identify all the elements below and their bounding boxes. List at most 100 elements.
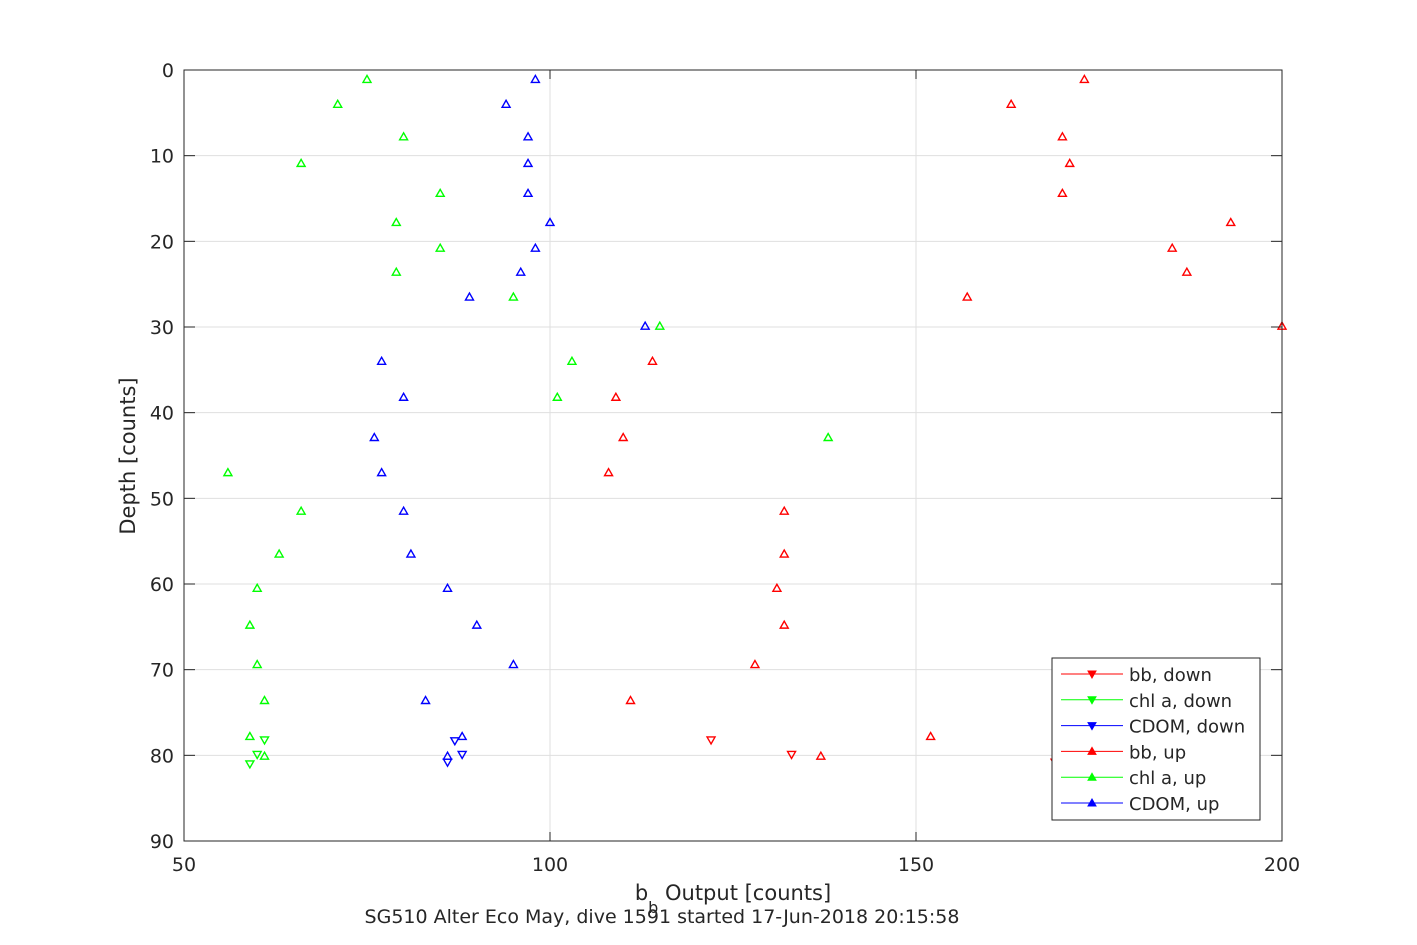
data-point	[603, 467, 614, 477]
data-point	[391, 266, 402, 276]
data-point	[420, 695, 431, 705]
data-point	[361, 74, 373, 84]
data-point	[500, 98, 512, 108]
data-point	[244, 619, 256, 629]
data-point	[1005, 98, 1017, 108]
data-point	[1057, 131, 1068, 141]
data-point	[434, 187, 446, 198]
data-point	[398, 505, 409, 515]
data-point	[442, 750, 453, 760]
data-point	[259, 736, 270, 746]
data-point	[251, 750, 263, 760]
data-point	[1166, 242, 1178, 252]
data-point	[749, 659, 761, 669]
data-point	[376, 355, 387, 365]
y-tick-label: 50	[150, 488, 174, 510]
y-tick-label: 20	[150, 231, 174, 253]
data-point	[295, 505, 307, 515]
data-point	[295, 157, 307, 168]
data-point	[471, 619, 483, 629]
data-point	[822, 432, 834, 442]
y-tick-label: 0	[162, 60, 174, 82]
data-point	[522, 187, 534, 198]
y-tick-label: 10	[150, 146, 174, 168]
x-axis-ticks: 50 100 150 200	[172, 70, 1300, 876]
data-point	[508, 659, 519, 669]
x-axis-label-subscript: b	[648, 898, 658, 917]
data-point	[244, 731, 256, 741]
data-point	[566, 355, 578, 365]
data-point	[449, 737, 461, 747]
data-point	[522, 131, 534, 141]
data-point	[610, 391, 622, 401]
x-tick-label: 150	[898, 854, 934, 876]
chart-title: SG510 Alter Eco May, dive 1591 started 1…	[365, 906, 960, 928]
legend-marker	[1087, 670, 1097, 680]
y-tick-label: 60	[150, 574, 174, 596]
data-point	[369, 432, 380, 442]
legend-marker	[1087, 746, 1097, 755]
data-point	[1064, 157, 1075, 168]
data-point	[391, 217, 402, 227]
data-point	[1057, 187, 1068, 198]
legend-entry: CDOM, down	[1129, 717, 1245, 738]
y-tick-label: 80	[150, 745, 174, 767]
data-point	[442, 582, 453, 592]
series-chl-a-up	[222, 74, 834, 760]
data-point	[705, 736, 717, 746]
data-point	[530, 242, 541, 252]
data-point	[625, 695, 636, 705]
data-point	[251, 582, 263, 592]
y-axis-ticks: 0 10 20 30 40 50 60 70 80 90	[150, 60, 1282, 853]
y-tick-label: 70	[150, 660, 174, 682]
data-point	[259, 695, 270, 705]
data-point	[376, 467, 387, 477]
legend: bb, down chl a, down CDOM, down bb, up chl a…	[1051, 657, 1261, 821]
grid-lines	[184, 70, 1282, 841]
axes-box	[183, 69, 1283, 842]
data-point	[779, 619, 790, 629]
data-point	[464, 291, 475, 301]
legend-marker	[1087, 772, 1097, 781]
data-point	[771, 582, 783, 592]
data-point	[244, 760, 256, 770]
x-tick-label: 200	[1264, 854, 1300, 876]
data-point	[259, 750, 270, 760]
x-axis-label: bb Output [counts]	[635, 881, 831, 917]
data-point	[1079, 74, 1090, 84]
legend-box	[1051, 657, 1261, 821]
legend-marker	[1087, 696, 1097, 705]
data-point	[786, 750, 797, 760]
data-point	[552, 391, 563, 401]
data-point	[925, 731, 936, 741]
legend-marker	[1087, 722, 1097, 731]
data-point	[1225, 217, 1236, 227]
data-point	[522, 157, 534, 168]
data-point	[222, 467, 234, 477]
data-point	[515, 266, 526, 276]
y-tick-label: 40	[150, 403, 174, 425]
data-point	[639, 320, 651, 330]
y-tick-label: 30	[150, 317, 174, 339]
legend-entry: bb, down	[1129, 665, 1212, 686]
legend-entry: CDOM, up	[1129, 794, 1219, 815]
data-point	[398, 391, 409, 401]
data-point	[251, 659, 263, 669]
data-point	[779, 548, 790, 558]
data-point	[647, 355, 658, 365]
data-point	[405, 548, 417, 558]
data-point	[456, 731, 468, 741]
x-axis-label-rest: Output [counts]	[658, 881, 831, 905]
y-tick-label: 90	[150, 831, 174, 853]
series-bb-up	[603, 74, 1288, 760]
data-points	[222, 74, 1288, 770]
series-chl-a-down	[244, 736, 270, 770]
x-axis-label-main: b	[635, 881, 648, 905]
y-axis-label: Depth [counts]	[116, 377, 140, 534]
data-point	[962, 291, 973, 301]
legend-entry: chl a, down	[1129, 691, 1232, 712]
legend-marker	[1087, 797, 1097, 807]
x-tick-label: 50	[172, 854, 196, 876]
series-cdom-up	[369, 74, 651, 760]
